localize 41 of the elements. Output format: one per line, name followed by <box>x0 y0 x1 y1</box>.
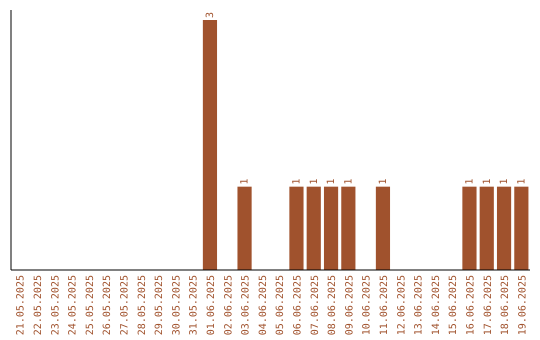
x-tick-label: 06.06.2025 <box>292 275 304 336</box>
x-tick-label: 11.06.2025 <box>378 275 390 336</box>
x-tick-label: 31.05.2025 <box>188 275 200 336</box>
data-label: 1 <box>343 178 354 185</box>
x-tick-label: 27.05.2025 <box>119 275 130 336</box>
data-label: 1 <box>291 178 302 185</box>
data-label: 1 <box>240 178 251 185</box>
x-tick-label: 05.06.2025 <box>275 275 286 336</box>
data-label: 1 <box>464 178 476 185</box>
x-tick-label: 16.06.2025 <box>465 275 476 336</box>
data-label: 3 <box>204 12 216 18</box>
x-tick-label: 02.06.2025 <box>223 275 234 336</box>
x-tick-label: 08.06.2025 <box>327 275 338 336</box>
x-tick-label: 18.06.2025 <box>500 275 512 336</box>
x-tick-label: 14.06.2025 <box>430 275 442 336</box>
x-tick-label: 22.05.2025 <box>32 275 44 336</box>
x-tick-label: 13.06.2025 <box>414 275 425 336</box>
data-label: 1 <box>326 178 338 185</box>
data-label: 1 <box>482 178 493 185</box>
x-tick-label: 28.05.2025 <box>136 275 148 336</box>
data-label: 1 <box>308 178 320 185</box>
x-tick-label: 19.06.2025 <box>517 275 528 336</box>
x-tick-label: 21.05.2025 <box>16 275 27 336</box>
x-tick-label: 07.06.2025 <box>310 275 321 336</box>
x-tick-label: 03.06.2025 <box>240 275 252 336</box>
x-tick-label: 24.05.2025 <box>68 275 79 336</box>
data-label: 1 <box>516 178 528 185</box>
x-tick-label: 01.06.2025 <box>206 275 217 336</box>
x-tick-label: 04.06.2025 <box>258 275 269 336</box>
x-tick-label: 10.06.2025 <box>362 275 373 336</box>
data-label: 1 <box>378 178 389 185</box>
x-tick-label: 15.06.2025 <box>448 275 460 336</box>
x-tick-label: 23.05.2025 <box>50 275 62 336</box>
x-tick-label: 25.05.2025 <box>84 275 96 336</box>
x-tick-label: 12.06.2025 <box>396 275 408 336</box>
x-tick-label: 29.05.2025 <box>154 275 166 336</box>
x-tick-label: 09.06.2025 <box>344 275 356 336</box>
data-label: 1 <box>499 178 510 185</box>
x-tick-label: 26.05.2025 <box>102 275 114 336</box>
x-tick-label: 30.05.2025 <box>171 275 182 336</box>
x-tick-label: 17.06.2025 <box>482 275 494 336</box>
